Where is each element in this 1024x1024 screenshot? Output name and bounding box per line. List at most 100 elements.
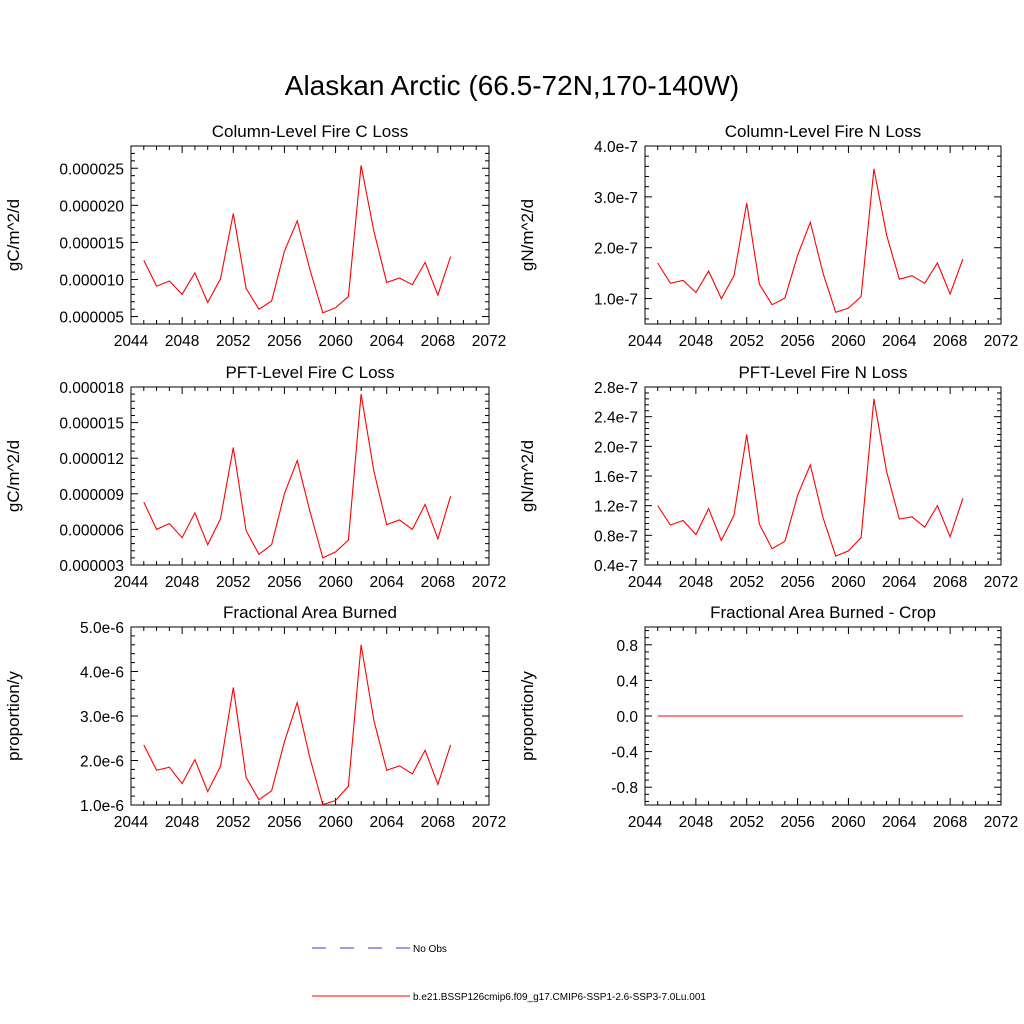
- data-point: [784, 297, 786, 299]
- data-point: [245, 776, 247, 778]
- panel-title: Fractional Area Burned - Crop: [710, 603, 936, 622]
- data-point: [258, 799, 260, 801]
- data-point: [360, 644, 362, 646]
- data-point: [437, 294, 439, 296]
- data-point: [245, 529, 247, 531]
- data-point: [949, 536, 951, 538]
- data-point: [386, 281, 388, 283]
- data-point: [873, 398, 875, 400]
- y-tick-label: -0.4: [611, 745, 638, 762]
- series-line: [143, 165, 452, 314]
- y-tick-label: 0.000018: [59, 380, 124, 397]
- y-tick-label: -0.8: [611, 780, 638, 797]
- panel-title: PFT-Level Fire C Loss: [225, 363, 394, 382]
- x-tick-label: 2064: [369, 333, 404, 350]
- data-point: [924, 715, 926, 717]
- x-tick-label: 2052: [729, 333, 763, 350]
- data-point: [898, 518, 900, 520]
- data-point: [911, 715, 913, 717]
- data-point: [847, 550, 849, 552]
- y-tick-label: 3.0e-6: [80, 709, 124, 726]
- data-point: [746, 202, 748, 204]
- data-point: [720, 715, 722, 717]
- data-point: [898, 715, 900, 717]
- data-point: [657, 505, 659, 507]
- x-tick-label: 2060: [318, 333, 353, 350]
- data-point: [181, 293, 183, 295]
- x-tick-label: 2060: [831, 574, 866, 591]
- data-point: [885, 470, 887, 472]
- series-line: [657, 398, 964, 557]
- data-point: [746, 433, 748, 435]
- data-point: [373, 230, 375, 232]
- y-tick-label: 0.000005: [59, 310, 124, 327]
- data-point: [194, 758, 196, 760]
- data-point: [373, 470, 375, 472]
- data-point: [822, 715, 824, 717]
- y-tick-label: 5.0e-6: [80, 620, 124, 637]
- x-tick-label: 2072: [984, 333, 1018, 350]
- data-point: [181, 537, 183, 539]
- y-tick-label: 2.0e-6: [80, 754, 124, 771]
- data-point: [207, 301, 209, 303]
- x-tick-label: 2056: [780, 574, 814, 591]
- data-point: [949, 293, 951, 295]
- data-point: [682, 715, 684, 717]
- y-tick-label: 0.000020: [59, 198, 124, 215]
- data-point: [809, 221, 811, 223]
- data-point: [168, 766, 170, 768]
- data-point: [936, 505, 938, 507]
- chart-panel-6: Fractional Area Burned - Crop proportion/…: [518, 603, 1018, 831]
- legend: No Obs b.e21.BSSP126cmip6.f09_g17.CMIP6-…: [312, 944, 706, 1003]
- y-tick-label: 0.8e-7: [594, 528, 638, 545]
- plot-frame: [644, 145, 1002, 325]
- x-tick-label: 2048: [165, 574, 199, 591]
- x-tick-label: 2068: [933, 574, 967, 591]
- data-point: [334, 551, 336, 553]
- data-point: [155, 769, 157, 771]
- data-point: [822, 272, 824, 274]
- data-point: [733, 514, 735, 516]
- y-tick-label: 0.4: [616, 673, 638, 690]
- data-point: [398, 765, 400, 767]
- data-point: [309, 510, 311, 512]
- x-tick-label: 2052: [216, 814, 250, 831]
- data-point: [885, 715, 887, 717]
- data-point: [322, 803, 324, 805]
- data-point: [835, 715, 837, 717]
- x-tick-label: 2052: [729, 574, 763, 591]
- data-point: [936, 262, 938, 264]
- data-point: [847, 715, 849, 717]
- x-tick-label: 2068: [421, 814, 455, 831]
- x-tick-label: 2072: [984, 814, 1018, 831]
- y-tick-label: 1.2e-7: [594, 499, 638, 516]
- data-point: [873, 168, 875, 170]
- data-point: [309, 757, 311, 759]
- data-point: [771, 304, 773, 306]
- data-point: [360, 393, 362, 395]
- data-point: [682, 519, 684, 521]
- x-tick-label: 2068: [933, 333, 967, 350]
- chart-panel-3: PFT-Level Fire C Loss gC/m^2/d 2044 2048 205…: [4, 363, 506, 591]
- y-tick-label: 0.000006: [59, 522, 124, 539]
- x-tick-label: 2056: [267, 333, 301, 350]
- data-point: [962, 258, 964, 260]
- data-point: [809, 715, 811, 717]
- data-point: [835, 311, 837, 313]
- data-point: [657, 262, 659, 264]
- data-point: [143, 259, 145, 261]
- data-point: [386, 769, 388, 771]
- data-point: [207, 790, 209, 792]
- data-point: [707, 715, 709, 717]
- y-tick-label: 0.8: [616, 638, 638, 655]
- data-point: [784, 715, 786, 717]
- x-tick-label: 2056: [267, 574, 301, 591]
- data-point: [270, 544, 272, 546]
- data-point: [232, 212, 234, 214]
- data-point: [936, 715, 938, 717]
- data-point: [860, 536, 862, 538]
- y-axis-label: gN/m^2/d: [518, 440, 537, 512]
- figure-title: Alaskan Arctic (66.5-72N,170-140W): [284, 70, 740, 101]
- data-point: [424, 261, 426, 263]
